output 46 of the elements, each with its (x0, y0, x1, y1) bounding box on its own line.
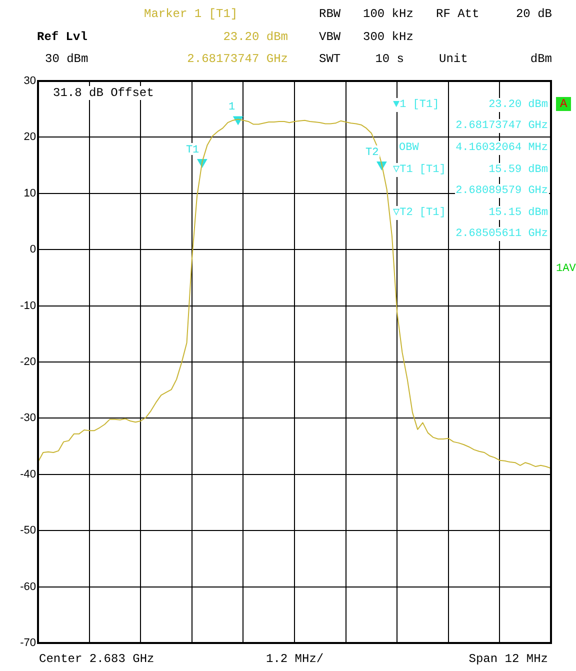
annotation: ▼1 [T1] (392, 98, 440, 112)
y-tick-label: 20 (24, 131, 36, 144)
text: Center 2.683 GHz (38, 652, 156, 666)
text: RBW (318, 7, 342, 21)
series-label: T1 (186, 144, 200, 156)
annotation: 31.8 dB Offset (52, 86, 155, 100)
annotation: OBW (398, 141, 420, 155)
text: A (556, 97, 572, 111)
annotation: ▽T2 [T1] (392, 206, 447, 220)
text: 23.20 dBm (222, 30, 289, 44)
text: 2.68173747 GHz (186, 52, 289, 66)
text: SWT (318, 52, 342, 66)
text: Unit (438, 52, 469, 66)
text: RF Att (435, 7, 480, 21)
y-tick-label: -60 (20, 580, 36, 593)
y-tick-label: 0 (30, 244, 36, 256)
text: 100 kHz (362, 7, 414, 21)
annotation: 2.68089579 GHz (454, 184, 549, 198)
text: 1AV (555, 262, 576, 276)
y-tick-label: -10 (20, 300, 36, 312)
series-label: T2 (366, 146, 379, 159)
annotation: 15.59 dBm (488, 163, 549, 177)
annotation: 4.16032064 MHz (454, 141, 549, 155)
annotation: 2.68173747 GHz (454, 119, 549, 133)
text: Span 12 MHz (468, 652, 549, 666)
y-tick-label: -30 (20, 412, 36, 424)
text: 10 s (374, 52, 405, 66)
series-label: 1 (228, 102, 236, 114)
y-tick-label: -20 (20, 356, 36, 368)
y-tick-label: -40 (20, 468, 36, 480)
text: 1.2 MHz/ (265, 652, 325, 666)
text: Ref Lvl (36, 30, 88, 44)
annotation: 15.15 dBm (488, 206, 549, 220)
text: VBW (318, 30, 342, 44)
text: dBm (529, 52, 553, 66)
y-tick-label: -50 (20, 524, 36, 537)
y-tick-label: 10 (24, 187, 36, 200)
annotation: 2.68505611 GHz (454, 227, 549, 241)
text: Marker 1 [T1] (143, 7, 239, 21)
y-tick-label: 30 (24, 75, 36, 88)
text: 20 dB (514, 7, 553, 21)
text: 300 kHz (362, 30, 414, 44)
annotation: ▽T1 [T1] (392, 163, 447, 177)
annotation: 23.20 dBm (488, 98, 549, 112)
y-tick-label: -70 (20, 637, 36, 650)
text: 30 dBm (44, 52, 90, 66)
